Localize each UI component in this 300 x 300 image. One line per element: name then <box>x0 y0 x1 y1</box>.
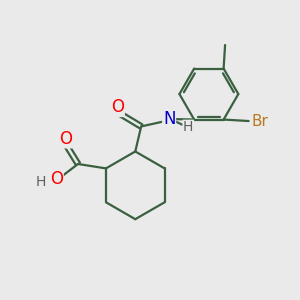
Text: O: O <box>50 170 63 188</box>
Text: O: O <box>111 98 124 116</box>
Text: N: N <box>163 110 175 128</box>
Text: H: H <box>35 175 46 189</box>
Text: H: H <box>183 120 194 134</box>
Text: Br: Br <box>251 113 268 128</box>
Text: O: O <box>59 130 72 148</box>
